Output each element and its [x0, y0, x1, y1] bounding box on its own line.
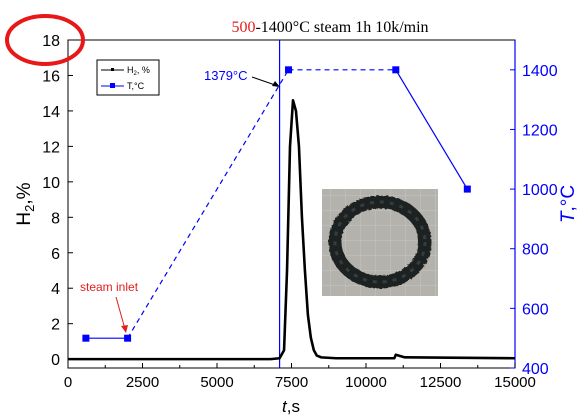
- temperature-point: [463, 185, 471, 193]
- temperature-annotation-arrowhead: [272, 81, 280, 87]
- h2-series-line: [68, 98, 516, 361]
- title-highlight: 500: [231, 19, 255, 36]
- temperature-point: [285, 66, 293, 74]
- x-tick-label: 10000: [345, 374, 387, 391]
- temperature-segment: [127, 69, 290, 339]
- chart-title: 500-1400°C steam 1h 10k/min: [231, 19, 428, 36]
- x-axis-label: t,s: [282, 397, 300, 416]
- temperature-annotation: 1379°C: [204, 68, 248, 83]
- y-right-tick-label: 1000: [522, 182, 558, 199]
- legend-box: [96, 59, 160, 96]
- temperature-point: [392, 66, 400, 74]
- legend-temp-marker: [110, 83, 115, 88]
- y-right-tick-label: 1200: [522, 122, 558, 139]
- title-rest: -1400°C steam 1h 10k/min: [255, 19, 428, 36]
- legend-temp-label: T,°C: [127, 81, 145, 91]
- y-left-tick-label: 6: [51, 246, 60, 263]
- y-right-tick-label: 600: [522, 301, 549, 318]
- temperature-segment: [395, 69, 468, 190]
- y-left-tick-label: 16: [42, 68, 60, 85]
- y-right-axis-label: T,°C: [558, 185, 579, 223]
- temperature-series: [85, 69, 468, 339]
- inset-photo: [322, 189, 438, 296]
- temperature-point: [124, 334, 132, 342]
- steam-inlet-arrow: [115, 296, 126, 330]
- highlight-circle: [5, 14, 85, 66]
- y-left-axis-label: H2,%: [14, 182, 37, 225]
- x-tick-label: 0: [64, 374, 72, 391]
- y-left-tick-label: 12: [42, 139, 60, 156]
- y-left-tick-label: 14: [42, 104, 60, 121]
- y-right-tick-label: 400: [522, 361, 549, 378]
- temperature-point: [82, 334, 90, 342]
- y-left-tick-label: 18: [42, 33, 60, 50]
- y-right-tick-label: 800: [522, 242, 549, 259]
- x-tick-label: 7500: [275, 374, 308, 391]
- y-left-tick-label: 10: [42, 175, 60, 192]
- x-tick-label: 5000: [200, 374, 233, 391]
- y-left-tick-label: 8: [51, 210, 60, 227]
- axis-ticks: 0 2500 5000 7500 10000 12500 15000 0 2 4 6 8 10 12 14 1…: [42, 33, 557, 391]
- y-right-tick-label: 1400: [522, 63, 558, 80]
- steam-inlet-annotation: steam inlet: [80, 280, 139, 294]
- x-tick-label: 12500: [420, 374, 462, 391]
- legend-h2-marker: [111, 68, 114, 71]
- legend: H2, % T,°C: [96, 59, 160, 96]
- x-tick-label: 2500: [126, 374, 159, 391]
- y-left-tick-label: 0: [51, 352, 60, 369]
- steam-inlet-arrowhead: [121, 325, 128, 333]
- y-left-tick-label: 4: [51, 281, 60, 298]
- y-left-tick-label: 2: [51, 317, 60, 334]
- temperature-points: [82, 66, 471, 342]
- legend-h2-label: H2, %: [127, 65, 150, 77]
- x-tick-label: 15000: [494, 374, 536, 391]
